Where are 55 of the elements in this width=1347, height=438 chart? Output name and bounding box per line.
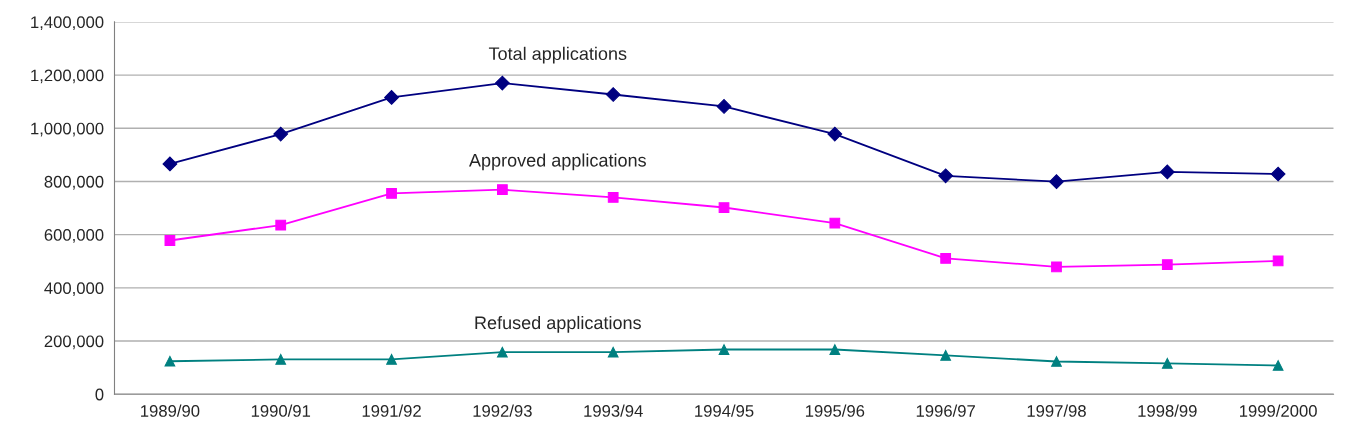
y-tick-label: 200,000 (44, 335, 104, 350)
x-tick-label: 1992/93 (473, 404, 532, 417)
x-tick-label: 1999/2000 (1240, 404, 1317, 417)
y-tick-label: 1,400,000 (31, 16, 104, 31)
point (1049, 174, 1064, 190)
point (829, 217, 841, 229)
point (607, 346, 619, 358)
x-tick-label: 1997/98 (1027, 404, 1086, 417)
x-tick-label: 1996/97 (916, 404, 975, 417)
point (275, 353, 287, 365)
x-tick-label: 1990/91 (251, 404, 311, 417)
point (275, 219, 287, 231)
series-label: Approved applications (468, 153, 646, 171)
y-tick-label: 400,000 (44, 282, 104, 296)
point (1161, 259, 1173, 271)
x-tick-label: 1989/90 (141, 404, 200, 417)
y-tick-label: 800,000 (44, 175, 104, 190)
point (829, 344, 841, 355)
point (827, 126, 843, 142)
x-tick-label: 1998/99 (1138, 404, 1197, 417)
point (938, 168, 954, 184)
y-tick-label: 1,200,000 (31, 69, 104, 84)
point (494, 75, 510, 91)
point (162, 156, 178, 172)
x-tick-label: 1995/96 (805, 404, 865, 417)
point (940, 252, 952, 264)
point (718, 344, 730, 355)
point (273, 126, 289, 142)
x-tick-label: 1993/94 (584, 404, 643, 417)
point (1270, 166, 1286, 182)
point (1051, 261, 1062, 273)
point (384, 90, 399, 105)
point (496, 346, 508, 358)
x-tick-label: 1991/92 (362, 404, 421, 417)
x-tick-label: 1994/95 (695, 404, 754, 417)
point (164, 235, 176, 246)
point (716, 99, 732, 114)
y-tick-label: 1,000,000 (31, 122, 104, 137)
point (386, 353, 397, 365)
series-label: Refused applications (475, 315, 641, 333)
point (1159, 164, 1175, 180)
point (605, 87, 621, 102)
point (718, 202, 730, 213)
point (1272, 255, 1284, 267)
point (607, 192, 619, 203)
point (386, 188, 397, 199)
y-tick-label: 600,000 (44, 229, 104, 243)
point (1051, 356, 1062, 367)
point (1272, 360, 1284, 371)
point (164, 355, 176, 367)
point (940, 349, 952, 361)
series-label: Total applications (488, 46, 627, 64)
point (496, 184, 508, 196)
y-tick-label: 0 (95, 388, 104, 401)
point (1161, 357, 1173, 369)
